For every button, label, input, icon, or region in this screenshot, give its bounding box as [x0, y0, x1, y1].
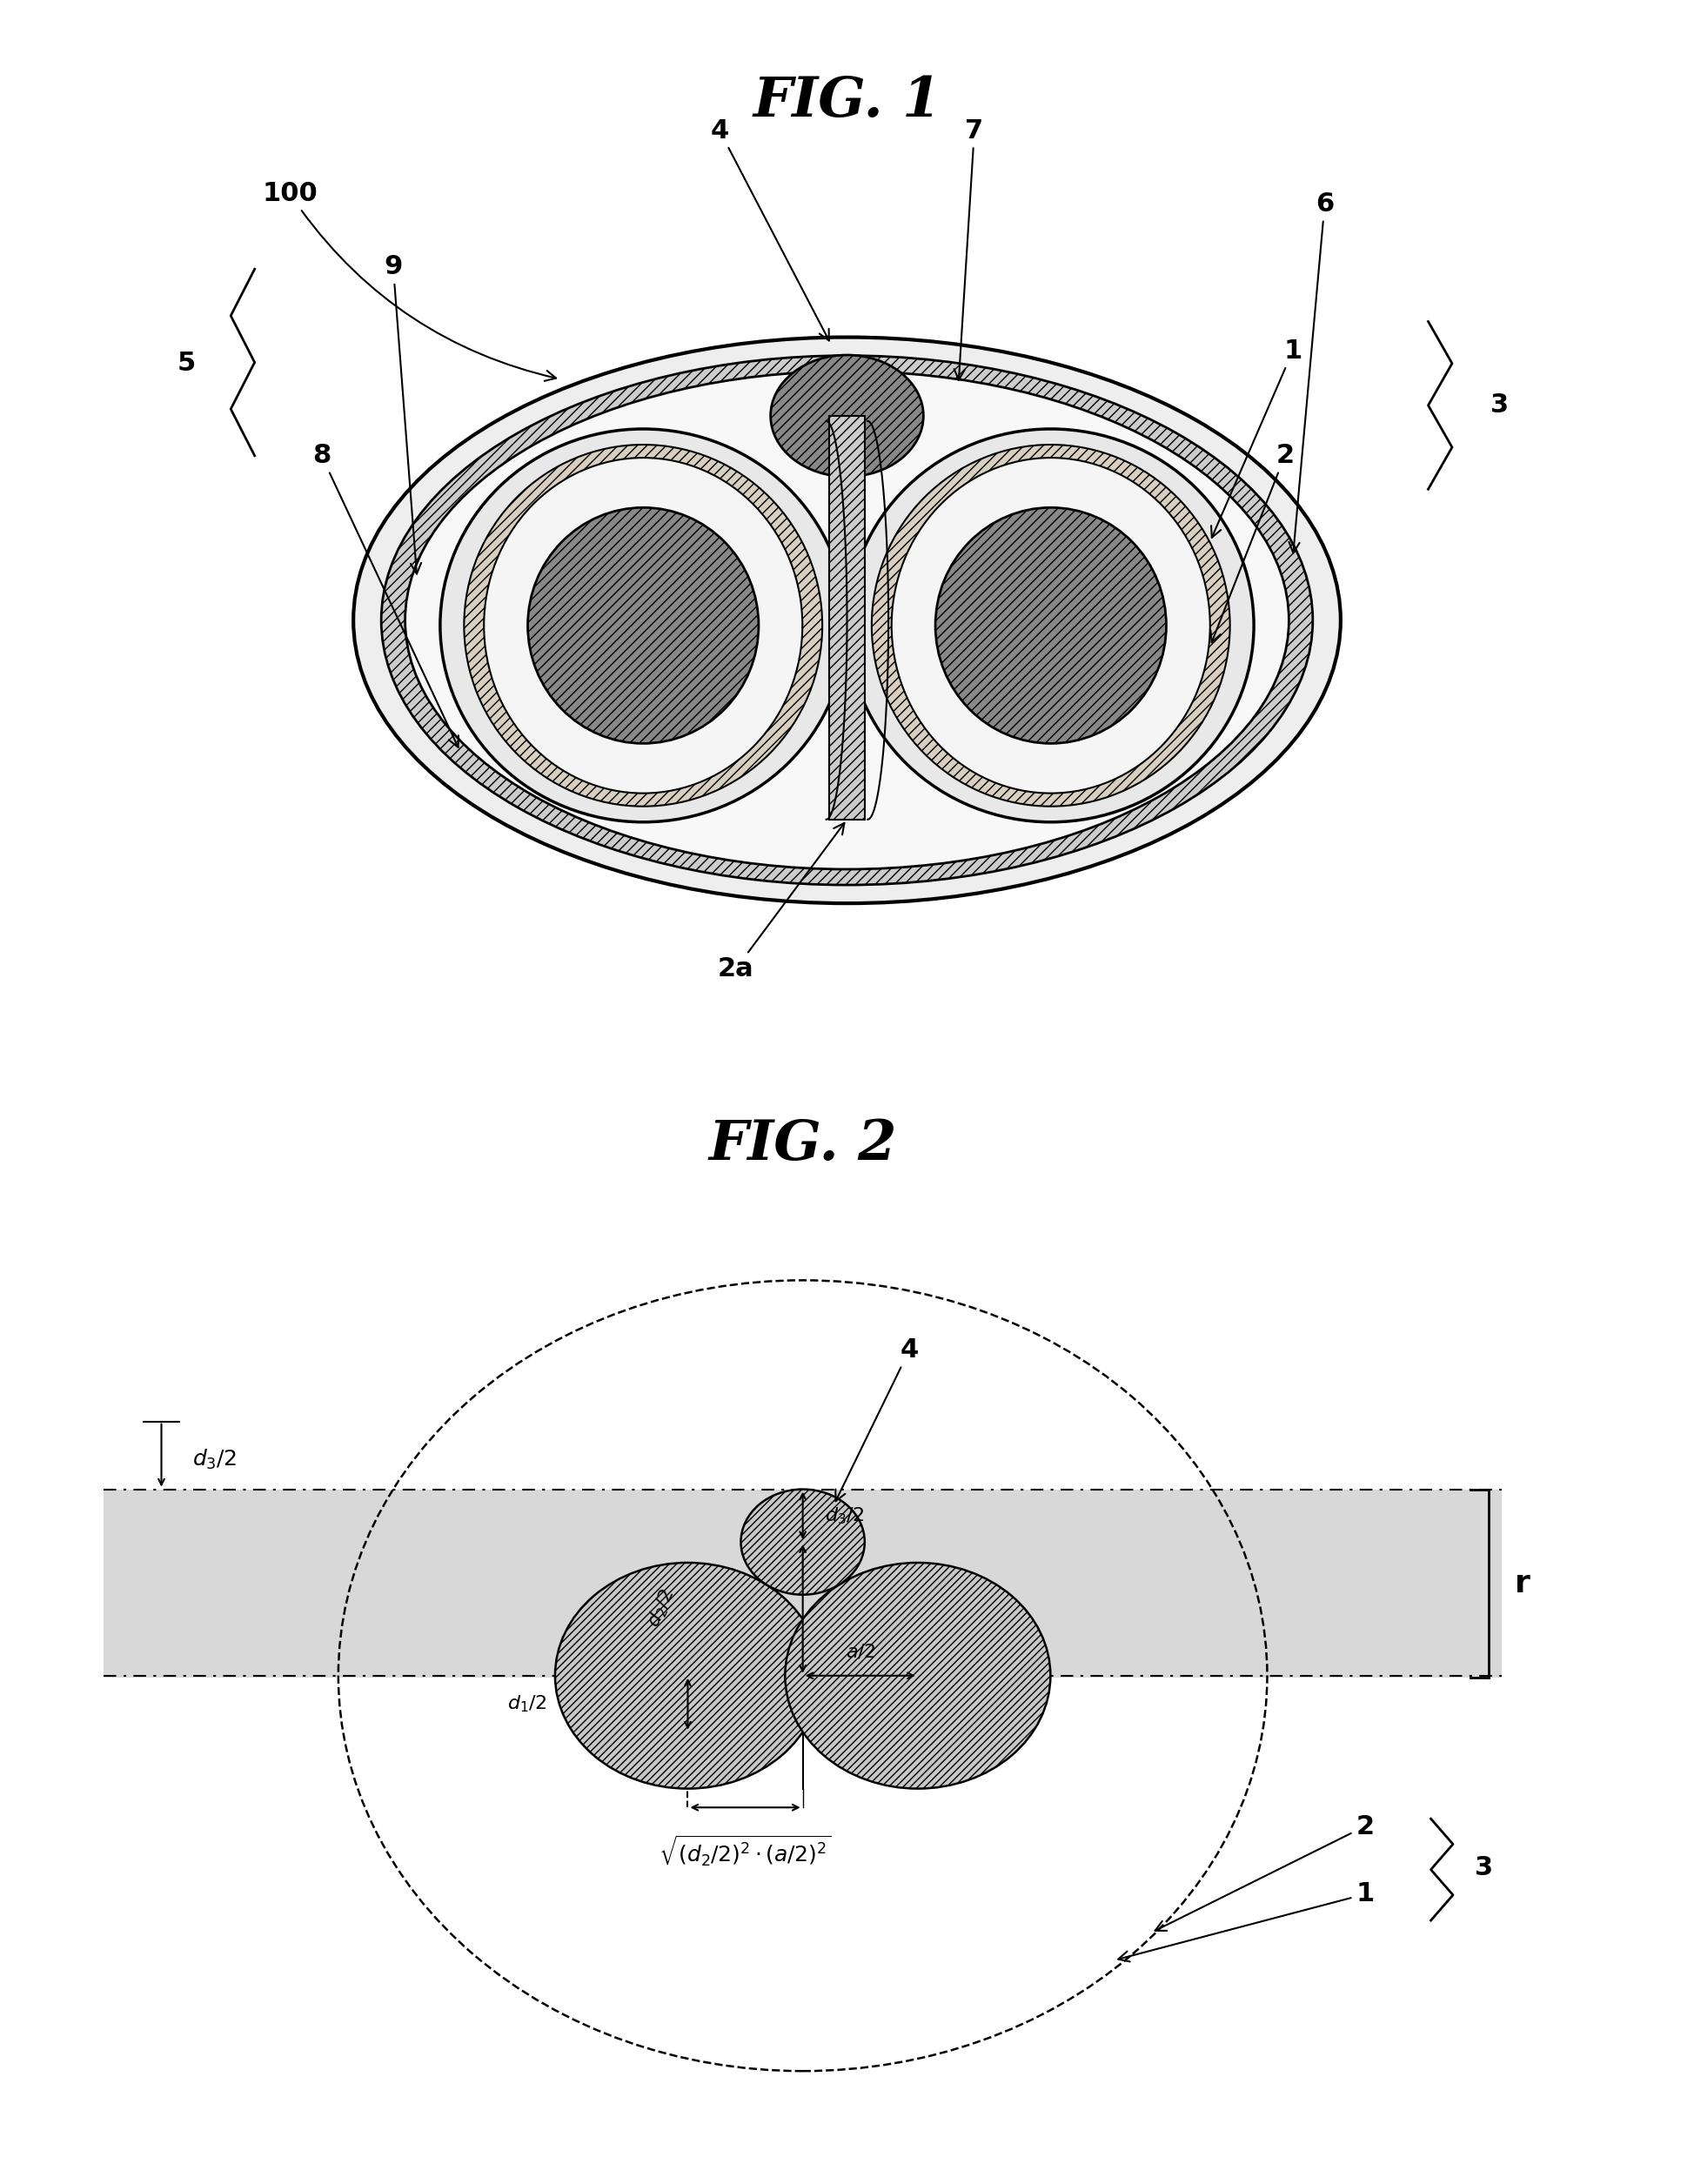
Text: $d_2/2$: $d_2/2$	[644, 1586, 679, 1631]
Text: 2a: 2a	[718, 823, 844, 983]
Ellipse shape	[405, 371, 1289, 869]
Text: FIG. 1: FIG. 1	[752, 74, 942, 129]
Text: 4: 4	[835, 1337, 918, 1500]
Text: 1: 1	[1118, 1883, 1374, 1961]
Ellipse shape	[872, 446, 1230, 806]
Text: 7: 7	[954, 118, 984, 380]
Ellipse shape	[464, 446, 822, 806]
Ellipse shape	[354, 336, 1340, 904]
Ellipse shape	[847, 428, 1254, 821]
Circle shape	[556, 1564, 820, 1789]
Text: $d_3/2$: $d_3/2$	[825, 1505, 864, 1527]
Text: 9: 9	[385, 253, 422, 574]
Text: $a/2$: $a/2$	[845, 1642, 876, 1660]
Text: 100: 100	[263, 181, 556, 380]
Text: $d_1/2$: $d_1/2$	[507, 1693, 545, 1714]
Text: 4: 4	[710, 118, 828, 341]
Text: 2: 2	[1211, 443, 1294, 642]
Text: 5: 5	[176, 352, 195, 376]
Text: 6: 6	[1289, 192, 1333, 553]
Text: $d_3/2$: $d_3/2$	[193, 1448, 237, 1472]
Text: 8: 8	[312, 443, 459, 747]
Text: r: r	[1514, 1568, 1530, 1599]
Text: 3: 3	[1491, 393, 1509, 417]
Circle shape	[740, 1489, 864, 1594]
Ellipse shape	[381, 356, 1313, 885]
Bar	[103, 1489, 1501, 1677]
Ellipse shape	[484, 459, 803, 793]
Text: 2: 2	[1155, 1813, 1374, 1931]
Text: 3: 3	[1475, 1854, 1494, 1880]
Circle shape	[784, 1564, 1050, 1789]
Bar	[830, 415, 864, 819]
Ellipse shape	[935, 507, 1165, 743]
Text: $\sqrt{(d_2/2)^2 \cdot (a/2)^2}$: $\sqrt{(d_2/2)^2 \cdot (a/2)^2}$	[659, 1835, 832, 1867]
Ellipse shape	[771, 356, 923, 476]
Text: 1: 1	[1211, 339, 1303, 537]
Ellipse shape	[891, 459, 1210, 793]
Ellipse shape	[529, 507, 759, 743]
Ellipse shape	[440, 428, 847, 821]
Text: FIG. 2: FIG. 2	[708, 1118, 896, 1173]
